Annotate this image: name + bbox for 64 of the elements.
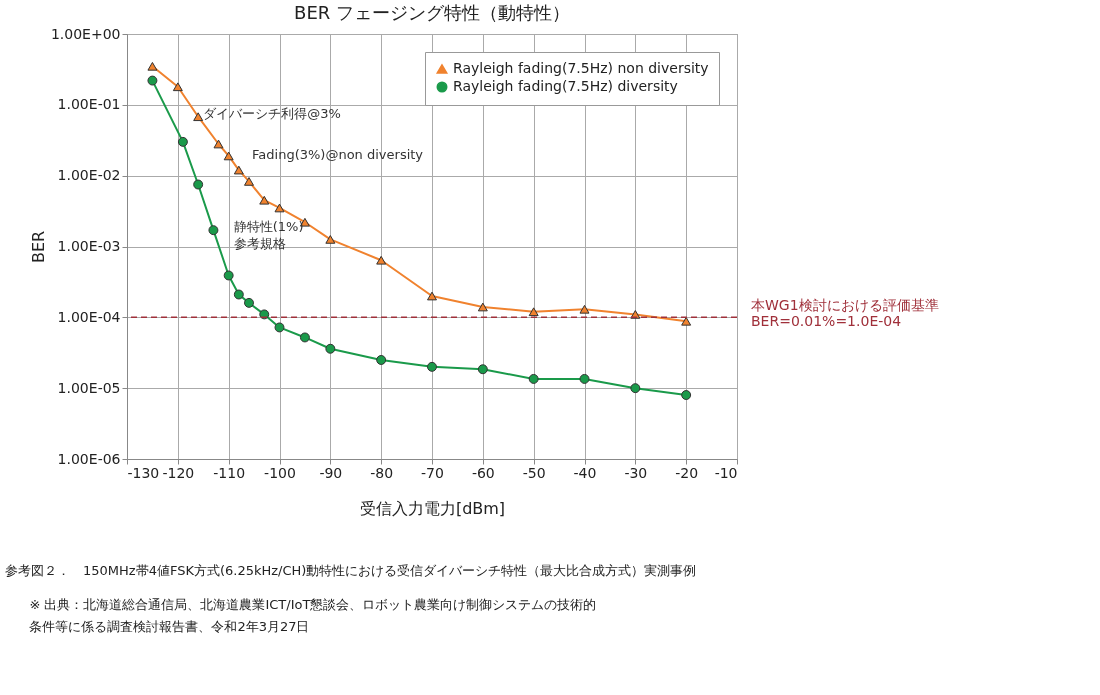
point (528, 373, 539, 384)
point (630, 383, 641, 394)
point (274, 203, 285, 213)
point (193, 112, 204, 122)
point (325, 235, 336, 244)
point (233, 165, 244, 175)
x-tick-label: -40 (573, 464, 597, 481)
annotation: 静特性(1%) 参考規格 (233, 219, 304, 251)
text: ※ 出典：北海道総合通信局、北海道農業ICT/IoT懇談会、ロボット農業向け制御システムの技術的条件等に係る調査検討報告書、令和2年3月27日 (29, 597, 597, 635)
point (213, 139, 224, 149)
point (579, 304, 590, 314)
point (244, 177, 254, 186)
x-tick-label: -60 (471, 464, 495, 481)
y-tick-label: 1.00E-05 (57, 379, 121, 396)
point (223, 151, 234, 161)
legend-label: Rayleigh fading(7.5Hz) non diversity (453, 60, 709, 76)
point (477, 364, 488, 375)
point (233, 289, 244, 300)
annotation: Fading(3%)@non diversity (252, 146, 424, 162)
chart-title: BER フェージング特性（動特性） (294, 2, 570, 23)
x-tick-label: -80 (370, 464, 394, 481)
point (427, 291, 437, 301)
point (376, 255, 387, 265)
point (528, 307, 539, 317)
point (147, 75, 158, 86)
point (376, 355, 387, 365)
point (147, 61, 158, 71)
x-tick-label: -110 (213, 464, 246, 481)
x-tick-label: -20 (675, 464, 699, 481)
point (274, 322, 285, 333)
point (579, 373, 590, 384)
text: 参考図２． 150MHz帯4値FSK方式(6.25kHz/CH)動特性における受信ダイバーシチ特性（最大比合成方式）実測事例 (5, 563, 697, 579)
x-tick-label: -90 (319, 464, 343, 481)
point (177, 136, 188, 147)
point (172, 82, 183, 92)
point (427, 361, 437, 372)
y-tick-label: 1.00E-04 (57, 308, 121, 325)
point (259, 309, 270, 320)
y-tick-label: 1.00E+00 (50, 25, 121, 42)
point (208, 225, 219, 236)
x-tick-label: -50 (522, 464, 546, 481)
x-tick-label: -10 (714, 464, 738, 481)
x-tick-label: -120 (162, 464, 195, 481)
y-tick-label: 1.00E-06 (57, 450, 121, 467)
ref-line-label: 本WG1検討における評価基準 BER=0.01%=1.0E-04 (751, 297, 939, 330)
y-axis-title: BER (28, 230, 48, 264)
point (244, 297, 254, 308)
point (223, 270, 234, 281)
point (299, 332, 310, 343)
point (193, 179, 204, 190)
point (259, 195, 270, 205)
point (681, 390, 692, 400)
y-tick-label: 1.00E-02 (57, 167, 121, 184)
point (477, 302, 488, 312)
y-tick-label: 1.00E-01 (57, 96, 121, 113)
x-tick-label: -130 (127, 464, 160, 481)
x-tick-label: -100 (264, 464, 296, 481)
legend-label: Rayleigh fading(7.5Hz) diversity (453, 78, 678, 94)
point (325, 343, 336, 354)
y-tick-label: 1.00E-03 (57, 238, 121, 254)
x-tick-label: -70 (421, 464, 444, 481)
x-axis-title: 受信入力電力[dBm] (359, 498, 506, 518)
x-tick-label: -30 (624, 464, 648, 481)
annotation: ダイバーシチ利得@3% (203, 105, 341, 121)
